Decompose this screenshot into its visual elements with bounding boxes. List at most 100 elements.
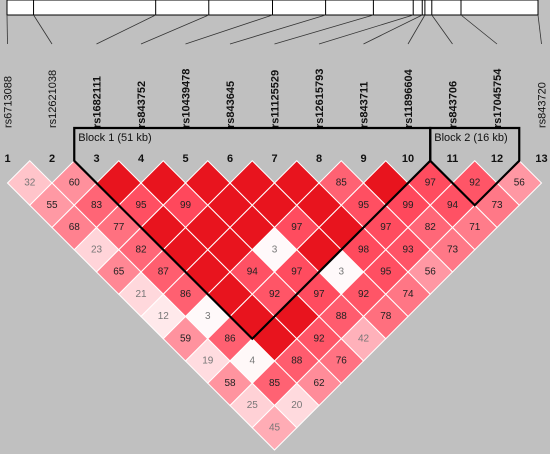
haplotype-blocks: Block 1 (51 kb) Block 2 (16 kb) — [73, 126, 521, 341]
block-outline — [73, 126, 432, 341]
ld-value: 92 — [469, 178, 481, 189]
snp-index: 2 — [49, 153, 55, 165]
ld-value: 56 — [514, 178, 526, 189]
ld-value: 78 — [380, 311, 392, 322]
ld-value: 77 — [113, 222, 125, 233]
block-label: Block 1 (51 kb) — [78, 132, 151, 144]
snp-connector — [96, 14, 156, 45]
snp-name: rs6713088 — [3, 76, 15, 128]
ld-value: 92 — [313, 333, 325, 344]
snp-index: 10 — [402, 153, 414, 165]
ld-value: 56 — [425, 267, 437, 278]
ld-value: 20 — [291, 400, 303, 411]
snp-connector — [140, 14, 209, 45]
snp-index: 7 — [271, 153, 277, 165]
snp-index: 1 — [4, 153, 10, 165]
ld-value: 97 — [291, 222, 303, 233]
ld-value: 83 — [91, 200, 103, 211]
ld-value: 62 — [313, 378, 325, 389]
snp-connector — [185, 14, 273, 45]
ld-value: 3 — [272, 244, 278, 255]
ld-value: 87 — [158, 267, 170, 278]
snp-connector — [318, 14, 414, 45]
snp-index: 13 — [535, 153, 547, 165]
snp-name: rs17045754 — [492, 68, 504, 128]
physical-map-ticks — [6, 0, 539, 15]
snp-index: 11 — [447, 153, 459, 165]
snp-name: rs12615793 — [314, 69, 326, 128]
snp-name: rs12621038 — [47, 70, 59, 128]
ld-value: 4 — [249, 356, 255, 367]
snp-connector-lines — [6, 14, 542, 45]
snp-connector — [407, 14, 426, 45]
snp-index: 8 — [316, 153, 322, 165]
snp-connector — [537, 14, 542, 45]
ld-value: 25 — [247, 400, 259, 411]
snp-name: rs11896604 — [403, 68, 415, 128]
snp-connector — [6, 14, 8, 45]
ld-value: 95 — [380, 267, 392, 278]
ld-value: 74 — [402, 289, 414, 300]
ld-value: 88 — [291, 356, 303, 367]
ld-value: 97 — [380, 222, 392, 233]
snp-name: rs10439478 — [181, 69, 193, 128]
ld-value: 76 — [336, 356, 348, 367]
ld-value: 94 — [447, 200, 459, 211]
ld-value: 95 — [135, 200, 147, 211]
ld-value: 73 — [447, 244, 459, 255]
snp-name-labels: rs6713088 rs12621038 rs1682111 rs843752 rs10… — [3, 68, 549, 128]
snp-name: rs843706 — [448, 81, 460, 128]
snp-name: rs1682111 — [92, 76, 104, 128]
block-outline — [429, 126, 521, 207]
ld-value: 32 — [24, 178, 36, 189]
ld-value: 92 — [269, 289, 281, 300]
ld-value: 58 — [224, 378, 236, 389]
snp-connector — [460, 14, 498, 45]
ld-value: 97 — [291, 267, 303, 278]
ld-value: 93 — [402, 244, 414, 255]
ld-value: 68 — [69, 222, 81, 233]
snp-index: 6 — [227, 153, 233, 165]
snp-connector — [274, 14, 374, 45]
ld-value: 95 — [358, 200, 370, 211]
ld-value: 94 — [247, 267, 259, 278]
ld-value: 99 — [402, 200, 414, 211]
ld-value: 82 — [135, 244, 147, 255]
snp-index: 9 — [360, 153, 366, 165]
ld-value: 86 — [224, 333, 236, 344]
snp-index: 12 — [491, 153, 503, 165]
ld-value: 59 — [180, 333, 192, 344]
ld-value: 97 — [425, 178, 437, 189]
ld-value: 97 — [313, 289, 325, 300]
ld-value: 98 — [358, 244, 370, 255]
snp-name: rs843711 — [359, 82, 371, 129]
ld-value: 60 — [69, 178, 81, 189]
ld-cell — [251, 404, 298, 451]
ld-value: 21 — [135, 289, 147, 300]
ld-value: 73 — [491, 200, 503, 211]
ld-value: 85 — [269, 378, 281, 389]
block-label: Block 2 (16 kb) — [434, 132, 507, 144]
snp-index-labels: 1 2 3 4 5 6 7 8 9 10 11 12 13 — [4, 153, 547, 165]
ld-value: 71 — [469, 222, 481, 233]
ld-value: 12 — [158, 311, 170, 322]
snp-connector — [229, 14, 326, 45]
snp-name: rs843720 — [537, 82, 549, 128]
ld-value: 85 — [336, 178, 348, 189]
ld-value: 55 — [46, 200, 58, 211]
ld-value: 45 — [269, 422, 281, 433]
ld-value: 99 — [180, 200, 192, 211]
ld-value: 42 — [358, 333, 370, 344]
ld-value: 92 — [358, 289, 370, 300]
snp-index: 4 — [138, 153, 145, 165]
ld-value: 23 — [91, 244, 103, 255]
ld-value: 88 — [336, 311, 348, 322]
snp-connector — [431, 14, 453, 45]
snp-connector — [33, 14, 53, 45]
ld-value: 86 — [180, 289, 192, 300]
snp-name: rs843645 — [225, 81, 237, 128]
ld-value: 3 — [338, 267, 344, 278]
snp-connector — [363, 14, 423, 45]
snp-name: rs11125529 — [270, 70, 282, 128]
